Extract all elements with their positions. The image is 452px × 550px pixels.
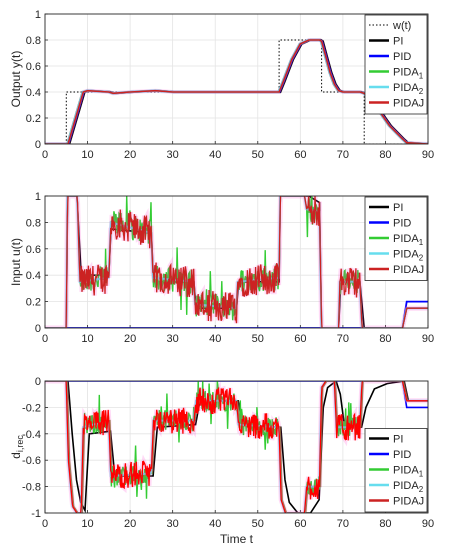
- legend-label: PIDAJ: [393, 98, 424, 110]
- legend-label: PI: [393, 202, 403, 214]
- axes-box: [44, 13, 429, 145]
- y-tick-label: -1: [31, 508, 41, 520]
- y-tick-label: 0.8: [26, 217, 41, 229]
- y-tick-label: 0.4: [26, 87, 41, 99]
- legend-label: w(t): [392, 20, 411, 32]
- legend-label: PID: [393, 218, 411, 230]
- legend-label: PIDA1: [393, 67, 424, 81]
- x-tick-label: 30: [167, 518, 179, 530]
- x-tick-label: 10: [81, 518, 93, 530]
- x-tick-label: 70: [337, 518, 349, 530]
- x-tick-label: 70: [337, 333, 349, 345]
- x-tick-label: 70: [337, 149, 349, 161]
- x-tick-label: 40: [209, 333, 221, 345]
- x-tick-label: 30: [167, 149, 179, 161]
- x-tick-label: 20: [124, 333, 136, 345]
- y-tick-label: -0.4: [22, 429, 41, 441]
- legend-label: PIDA1: [393, 465, 424, 479]
- legend-label: PIDA2: [393, 82, 424, 96]
- series-pida2-line: [45, 381, 428, 513]
- x-tick-label: 60: [294, 333, 306, 345]
- y-tick-label: -0.6: [22, 455, 41, 467]
- x-tick-label: 80: [379, 333, 391, 345]
- x-tick-label: 0: [42, 149, 48, 161]
- y-tick-label: 0.4: [26, 270, 41, 282]
- legend-label: PIDAJ: [393, 264, 424, 276]
- x-tick-label: 90: [422, 518, 434, 530]
- x-tick-label: 10: [81, 333, 93, 345]
- y-tick-label: 0: [35, 139, 41, 151]
- chart-panel-2: 0 10 20 30 40 50 60 70 80 90 0 0.2 0.4 0.6 0.8 1 Input u…: [9, 191, 434, 345]
- x-tick-label: 0: [42, 518, 48, 530]
- legend-label: PIDA2: [393, 480, 424, 494]
- series-pidaj-line: [45, 381, 428, 513]
- legend-label: PI: [393, 434, 403, 446]
- y-tick-label: 0: [35, 323, 41, 335]
- y-axis-label: Input u(t): [9, 238, 23, 286]
- y-axis-label: di,rec: [9, 435, 25, 459]
- series-pidaj-line: [45, 196, 428, 328]
- y-tick-label: 0: [35, 376, 41, 388]
- axes-box: [44, 195, 429, 329]
- x-tick-label: 50: [252, 518, 264, 530]
- legend-label: PIDAJ: [393, 496, 424, 508]
- x-tick-label: 20: [124, 518, 136, 530]
- series-pi-line: [46, 381, 428, 513]
- chart-panel-1: 0 10 20 30 40 50 60 70 80 90 0 0.2 0.4 0.6 0.8 1 Output …: [9, 9, 434, 161]
- x-tick-label: 10: [81, 149, 93, 161]
- x-tick-label: 90: [422, 333, 434, 345]
- x-tick-label: 60: [294, 149, 306, 161]
- x-tick-label: 80: [379, 518, 391, 530]
- legend-label: PIDA2: [393, 249, 424, 263]
- y-tick-label: 0.6: [26, 244, 41, 256]
- y-tick-label: 0.8: [26, 35, 41, 47]
- axes-box: [44, 380, 429, 514]
- y-tick-label: 0.2: [26, 297, 41, 309]
- legend-label: PID: [393, 449, 411, 461]
- x-tick-label: 30: [167, 333, 179, 345]
- y-tick-label: -0.8: [22, 482, 41, 494]
- legend-label: PID: [393, 51, 411, 63]
- y-tick-label: -0.2: [22, 402, 41, 414]
- chart-panel-3: 0 10 20 30 40 50 60 70 80 90 -1 -0.8 -0.6 -0.4 -0.2 0 di…: [9, 376, 434, 546]
- y-tick-label: 0.2: [26, 113, 41, 125]
- x-tick-label: 40: [209, 149, 221, 161]
- x-tick-label: 20: [124, 149, 136, 161]
- x-tick-label: 80: [379, 149, 391, 161]
- y-tick-label: 1: [35, 191, 41, 203]
- x-tick-label: 90: [422, 149, 434, 161]
- legend-label: PI: [393, 36, 403, 48]
- x-tick-label: 50: [252, 149, 264, 161]
- y-tick-label: 1: [35, 9, 41, 21]
- x-tick-label: 0: [42, 333, 48, 345]
- series-w-line: [45, 39, 428, 144]
- legend-label: PIDA1: [393, 233, 424, 247]
- plot-area: [45, 14, 428, 144]
- y-tick-label: 0.6: [26, 61, 41, 73]
- y-axis-label: Output y(t): [9, 51, 23, 108]
- x-axis-label: Time t: [220, 532, 254, 546]
- x-tick-label: 50: [252, 333, 264, 345]
- x-tick-label: 40: [209, 518, 221, 530]
- x-tick-label: 60: [294, 518, 306, 530]
